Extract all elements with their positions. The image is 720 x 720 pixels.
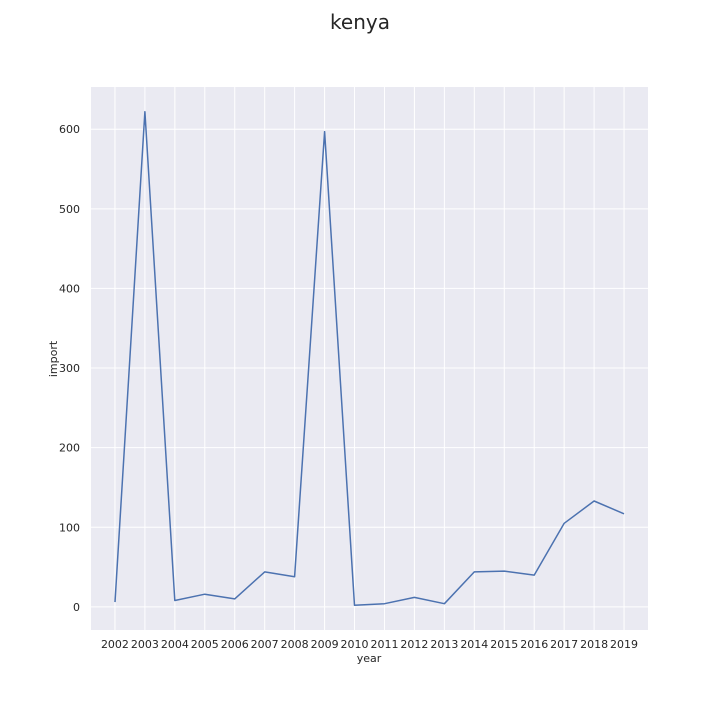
x-tick-label: 2016 [520,638,548,651]
x-tick-label: 2004 [161,638,189,651]
y-tick-label: 200 [59,442,80,455]
x-tick-label: 2017 [550,638,578,651]
x-tick-label: 2013 [430,638,458,651]
y-axis-ticks: 0 100 200 300 400 500 600 [59,123,80,614]
x-tick-label: 2008 [281,638,309,651]
x-tick-label: 2005 [191,638,219,651]
x-axis-label: year [357,652,382,665]
x-tick-label: 2006 [221,638,249,651]
x-tick-label: 2003 [131,638,159,651]
x-tick-label: 2010 [341,638,369,651]
y-tick-label: 300 [59,362,80,375]
y-tick-label: 500 [59,203,80,216]
chart-title: kenya [330,10,390,34]
x-tick-label: 2019 [610,638,638,651]
x-tick-label: 2014 [460,638,488,651]
series-line [114,110,625,607]
y-tick-label: 0 [73,601,80,614]
grid [91,87,648,630]
x-tick-label: 2012 [400,638,428,651]
x-tick-label: 2009 [311,638,339,651]
x-tick-label: 2011 [370,638,398,651]
y-tick-label: 400 [59,282,80,295]
y-tick-label: 600 [59,123,80,136]
series-layer [114,110,625,607]
x-tick-label: 2018 [580,638,608,651]
x-tick-label: 2015 [490,638,518,651]
y-tick-label: 100 [59,521,80,534]
x-tick-label: 2007 [251,638,279,651]
x-tick-label: 2002 [101,638,129,651]
x-axis-ticks: 2002 2003 2004 2005 2006 2007 2008 2009 2010 2011… [101,638,638,651]
y-axis-label: import [47,340,60,377]
